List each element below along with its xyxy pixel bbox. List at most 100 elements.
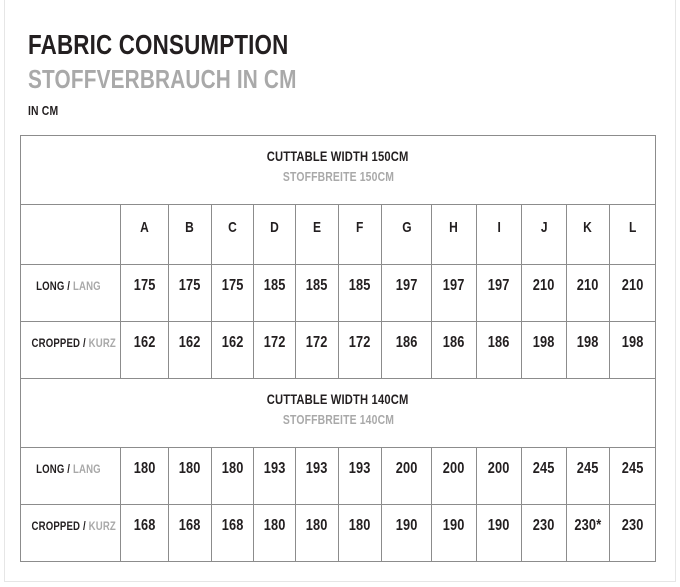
size-header-b: B — [168, 204, 212, 265]
size-header-label: K — [583, 219, 593, 236]
cell-value: 230 — [533, 517, 555, 534]
size-header-label: L — [628, 219, 637, 236]
row-label-long-150: LONG / LANG — [20, 264, 121, 322]
size-header-label: H — [449, 219, 459, 236]
table-row: LONG / LANG 175 175 175 185 185 185 197 … — [20, 264, 657, 322]
size-header-label: I — [497, 219, 501, 236]
size-letter-row: A B C D E F G H I J K L — [20, 204, 657, 265]
size-header-d: D — [253, 204, 296, 265]
cell-cropped150-b: 162 — [168, 321, 212, 379]
fabric-consumption-table: CUTTABLE WIDTH 150CM STOFFBREITE 150CM A… — [19, 135, 657, 562]
size-header-l: L — [608, 204, 657, 265]
cell-value: 175 — [179, 277, 201, 294]
cell-cropped150-f: 172 — [338, 321, 382, 379]
table-row: CROPPED / KURZ 162 162 162 172 172 172 1… — [20, 321, 657, 379]
cell-cropped150-i: 186 — [476, 321, 522, 379]
cell-long140-h: 200 — [431, 447, 477, 505]
cell-cropped140-c: 168 — [211, 504, 254, 562]
cell-value: 200 — [488, 460, 510, 477]
size-header-c: C — [211, 204, 254, 265]
cell-long140-a: 180 — [120, 447, 169, 505]
table-row: CROPPED / KURZ 168 168 168 180 180 180 1… — [20, 504, 657, 562]
cell-value: 172 — [306, 334, 328, 351]
corner-cell — [20, 204, 121, 265]
row-label-en: CROPPED / — [31, 336, 86, 350]
cell-value: 210 — [621, 277, 644, 294]
cell-value: 168 — [221, 517, 244, 534]
cell-cropped150-d: 172 — [253, 321, 296, 379]
cell-cropped150-k: 198 — [566, 321, 610, 379]
section-subtitle-text: STOFFBREITE 140CM — [282, 412, 394, 427]
cell-value: 186 — [443, 334, 465, 351]
row-label-cropped-140: CROPPED / KURZ — [20, 504, 121, 562]
cell-value: 210 — [533, 277, 555, 294]
cell-value: 200 — [443, 460, 465, 477]
row-label-de: KURZ — [88, 519, 116, 533]
cell-cropped140-g: 190 — [381, 504, 432, 562]
cell-value: 175 — [133, 277, 156, 294]
cell-cropped150-l: 198 — [608, 321, 657, 379]
cell-long140-k: 245 — [566, 447, 610, 505]
row-label-de: LANG — [73, 462, 101, 476]
cell-long140-b: 180 — [168, 447, 212, 505]
size-header-label: G — [401, 219, 412, 236]
section-header-cell: CUTTABLE WIDTH 150CM STOFFBREITE 150CM — [19, 135, 657, 205]
section-subtitle: STOFFBREITE 150CM — [21, 168, 655, 185]
cell-cropped140-k: 230* — [566, 504, 610, 562]
size-header-j: J — [521, 204, 567, 265]
cell-cropped150-a: 162 — [120, 321, 169, 379]
cell-cropped150-g: 186 — [381, 321, 432, 379]
size-header-label: C — [228, 219, 237, 236]
section-subtitle: STOFFBREITE 140CM — [21, 411, 655, 428]
row-label-de: KURZ — [88, 336, 116, 350]
page-subtitle: STOFFVERBRAUCH IN CM — [28, 64, 628, 94]
cell-value: 185 — [306, 277, 328, 294]
cell-long150-f: 185 — [338, 264, 382, 322]
cell-cropped150-e: 172 — [295, 321, 339, 379]
cell-cropped140-d: 180 — [253, 504, 296, 562]
cell-value: 180 — [179, 460, 201, 477]
unit-note: IN CM — [28, 103, 628, 119]
cell-value: 245 — [577, 460, 599, 477]
cell-value: 180 — [221, 460, 244, 477]
size-header-i: I — [476, 204, 522, 265]
cell-value: 198 — [533, 334, 555, 351]
cell-value: 197 — [443, 277, 465, 294]
cell-value: 198 — [621, 334, 644, 351]
cell-cropped140-j: 230 — [521, 504, 567, 562]
size-header-g: G — [381, 204, 432, 265]
cell-value: 245 — [533, 460, 555, 477]
cell-cropped150-j: 198 — [521, 321, 567, 379]
size-header-h: H — [431, 204, 477, 265]
size-header-label: F — [356, 219, 364, 236]
cell-long150-h: 197 — [431, 264, 477, 322]
cell-value: 198 — [577, 334, 599, 351]
size-header-label: A — [140, 219, 149, 236]
cell-long140-c: 180 — [211, 447, 254, 505]
page-heading: FABRIC CONSUMPTION STOFFVERBRAUCH IN CM … — [28, 30, 628, 119]
cell-long140-j: 245 — [521, 447, 567, 505]
row-label-de: LANG — [73, 279, 101, 293]
cell-value: 180 — [349, 517, 371, 534]
section-header-row: CUTTABLE WIDTH 150CM STOFFBREITE 150CM — [19, 135, 657, 205]
cell-cropped140-l: 230 — [608, 504, 657, 562]
cell-value: 172 — [349, 334, 371, 351]
cell-cropped140-a: 168 — [120, 504, 169, 562]
section-title-text: CUTTABLE WIDTH 140CM — [267, 391, 409, 407]
cell-long150-b: 175 — [168, 264, 212, 322]
cell-long150-e: 185 — [295, 264, 339, 322]
cell-value: 197 — [395, 277, 418, 294]
cell-long150-j: 210 — [521, 264, 567, 322]
size-header-label: J — [540, 219, 548, 236]
cell-value: 162 — [179, 334, 201, 351]
cell-value: 180 — [133, 460, 156, 477]
cell-value: 185 — [349, 277, 371, 294]
cell-long150-k: 210 — [566, 264, 610, 322]
cell-long150-l: 210 — [608, 264, 657, 322]
table-row: LONG / LANG 180 180 180 193 193 193 200 … — [20, 447, 657, 505]
page-title-text: FABRIC CONSUMPTION — [28, 29, 289, 60]
cell-value: 172 — [263, 334, 286, 351]
cell-value: 230* — [574, 517, 602, 534]
cell-long150-c: 175 — [211, 264, 254, 322]
section-subtitle-text: STOFFBREITE 150CM — [282, 169, 394, 184]
